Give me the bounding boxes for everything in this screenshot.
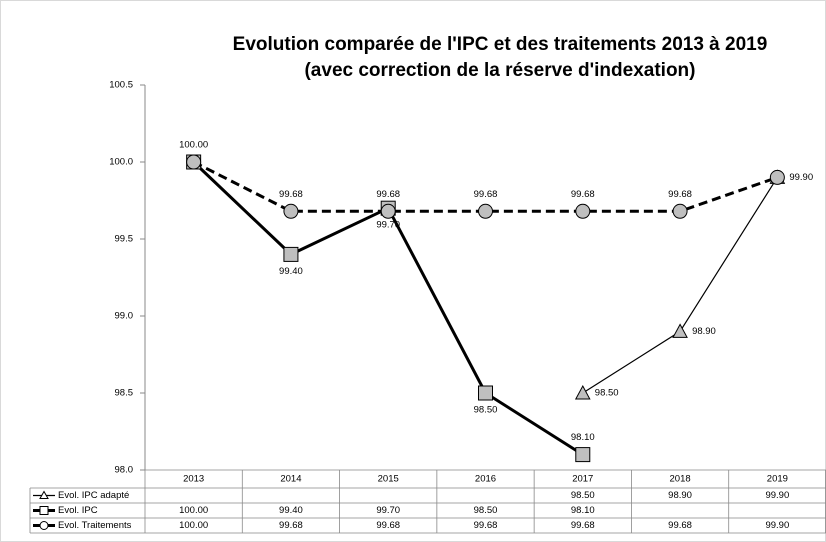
data-label: 99.70 [376, 220, 400, 231]
table-cell: 99.90 [765, 490, 789, 501]
x-tick-label: 2013 [183, 474, 204, 485]
marker [186, 154, 202, 170]
marker [478, 203, 493, 219]
legend-label: Evol. IPC adapté [58, 490, 129, 501]
data-label: 99.68 [668, 189, 692, 200]
x-tick-label: 2016 [475, 474, 496, 485]
marker [380, 203, 396, 219]
marker [575, 203, 591, 219]
marker [575, 447, 591, 463]
marker [283, 203, 299, 219]
x-tick-label: 2019 [767, 474, 788, 485]
data-label: 98.50 [474, 405, 498, 416]
table-cell: 99.68 [571, 520, 595, 531]
table-cell: 99.68 [668, 520, 692, 531]
x-tick-label: 2014 [280, 474, 301, 485]
y-tick-label: 98.0 [115, 465, 134, 476]
table-cell: 100.00 [179, 520, 208, 531]
table-cell: 99.68 [376, 520, 400, 531]
y-tick-label: 99.0 [115, 311, 134, 322]
marker [672, 203, 688, 219]
data-label: 99.40 [279, 266, 303, 277]
legend-marker [39, 521, 49, 530]
table-cell: 98.50 [571, 490, 595, 501]
data-label: 98.10 [571, 432, 595, 443]
data-label: 99.68 [571, 189, 595, 200]
data-label: 99.90 [789, 172, 813, 183]
y-tick-label: 100.5 [109, 80, 133, 91]
marker [672, 323, 688, 338]
chart-subtitle: (avec correction de la réserve d'indexat… [304, 60, 695, 81]
legend-marker [39, 506, 49, 515]
table-cell: 99.90 [765, 520, 789, 531]
table-cell: 99.68 [279, 520, 303, 531]
data-label: 99.68 [279, 189, 303, 200]
y-tick-label: 99.5 [115, 234, 134, 245]
data-label: 98.90 [692, 326, 716, 337]
legend-label: Evol. Traitements [58, 520, 132, 531]
table-cell: 100.00 [179, 505, 208, 516]
y-tick-label: 98.5 [115, 388, 134, 399]
x-tick-label: 2017 [572, 474, 593, 485]
table-cell: 99.70 [376, 505, 400, 516]
marker [574, 384, 591, 400]
data-label: 98.50 [595, 388, 619, 399]
table-cell: 99.68 [474, 520, 498, 531]
table-cell: 98.90 [668, 490, 692, 501]
data-label: 100.00 [179, 140, 208, 151]
legend-label: Evol. IPC [58, 505, 98, 516]
data-label: 99.68 [474, 189, 498, 200]
chart-title: Evolution comparée de l'IPC et des trait… [233, 34, 768, 55]
data-label: 99.68 [376, 189, 400, 200]
marker [769, 169, 785, 185]
table-cell: 98.50 [474, 505, 498, 516]
marker [283, 246, 299, 262]
x-tick-label: 2015 [378, 474, 399, 485]
x-tick-label: 2018 [670, 474, 691, 485]
legend-marker [39, 490, 49, 499]
y-tick-label: 100.0 [109, 157, 133, 168]
table-cell: 98.10 [571, 505, 595, 516]
marker [478, 385, 493, 401]
table-cell: 99.40 [279, 505, 303, 516]
